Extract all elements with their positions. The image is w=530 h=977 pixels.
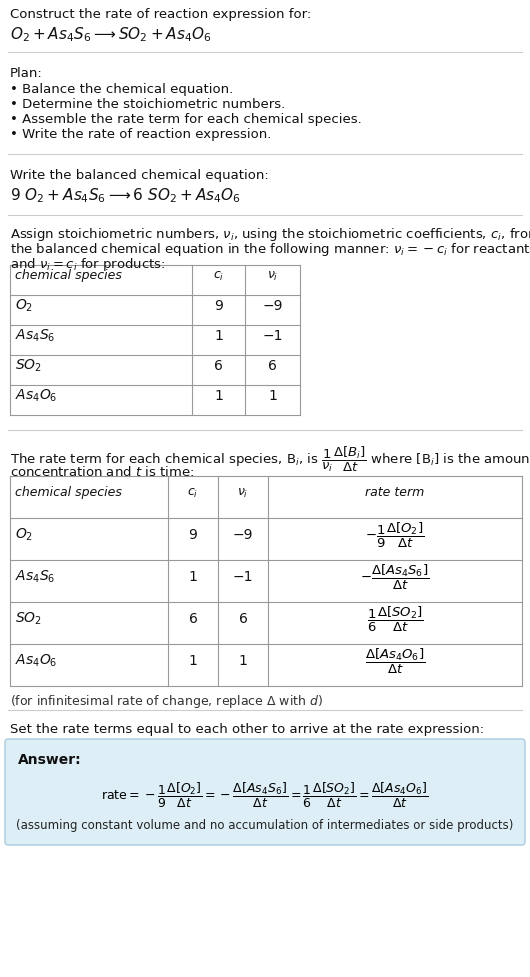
Text: $c_i$: $c_i$ (213, 270, 224, 282)
Text: • Write the rate of reaction expression.: • Write the rate of reaction expression. (10, 128, 271, 141)
Text: 1: 1 (238, 654, 248, 667)
Text: • Assemble the rate term for each chemical species.: • Assemble the rate term for each chemic… (10, 113, 362, 126)
Text: 6: 6 (189, 612, 198, 625)
Text: Construct the rate of reaction expression for:: Construct the rate of reaction expressio… (10, 8, 311, 21)
Text: 1: 1 (189, 654, 198, 667)
Text: $\mathrm{rate} = -\dfrac{1}{9}\dfrac{\Delta[O_2]}{\Delta t} = -\dfrac{\Delta[As_: $\mathrm{rate} = -\dfrac{1}{9}\dfrac{\De… (101, 780, 429, 809)
Text: 9: 9 (214, 299, 223, 313)
Text: $\dfrac{1}{6}\dfrac{\Delta[SO_2]}{\Delta t}$: $\dfrac{1}{6}\dfrac{\Delta[SO_2]}{\Delta… (367, 604, 423, 633)
Text: $O_2$: $O_2$ (15, 297, 33, 314)
Text: chemical species: chemical species (15, 270, 122, 282)
Text: $As_4O_6$: $As_4O_6$ (15, 388, 57, 404)
Text: −1: −1 (262, 328, 282, 343)
Text: The rate term for each chemical species, B$_i$, is $\dfrac{1}{\nu_i}\dfrac{\Delt: The rate term for each chemical species,… (10, 445, 530, 474)
Text: $As_4S_6$: $As_4S_6$ (15, 327, 55, 344)
Text: (for infinitesimal rate of change, replace Δ with $d$): (for infinitesimal rate of change, repla… (10, 693, 323, 709)
Text: Set the rate terms equal to each other to arrive at the rate expression:: Set the rate terms equal to each other t… (10, 722, 484, 736)
FancyBboxPatch shape (5, 740, 525, 845)
Text: −1: −1 (233, 570, 253, 583)
Text: 6: 6 (238, 612, 248, 625)
Text: $-\dfrac{1}{9}\dfrac{\Delta[O_2]}{\Delta t}$: $-\dfrac{1}{9}\dfrac{\Delta[O_2]}{\Delta… (365, 520, 425, 549)
Text: $As_4O_6$: $As_4O_6$ (15, 652, 57, 668)
Text: $\nu_i$: $\nu_i$ (237, 486, 249, 499)
Text: • Balance the chemical equation.: • Balance the chemical equation. (10, 83, 233, 96)
Text: 1: 1 (268, 389, 277, 403)
Text: (assuming constant volume and no accumulation of intermediates or side products): (assuming constant volume and no accumul… (16, 818, 514, 831)
Text: $O_2 + As_4S_6 \longrightarrow SO_2 + As_4O_6$: $O_2 + As_4S_6 \longrightarrow SO_2 + As… (10, 25, 211, 44)
Text: −9: −9 (262, 299, 282, 313)
Text: $9\ O_2 + As_4S_6 \longrightarrow 6\ SO_2 + As_4O_6$: $9\ O_2 + As_4S_6 \longrightarrow 6\ SO_… (10, 186, 241, 204)
Text: 1: 1 (214, 389, 223, 403)
Text: $-\dfrac{\Delta[As_4S_6]}{\Delta t}$: $-\dfrac{\Delta[As_4S_6]}{\Delta t}$ (360, 562, 430, 591)
Text: $\dfrac{\Delta[As_4O_6]}{\Delta t}$: $\dfrac{\Delta[As_4O_6]}{\Delta t}$ (365, 646, 425, 675)
Text: Plan:: Plan: (10, 67, 43, 80)
Text: • Determine the stoichiometric numbers.: • Determine the stoichiometric numbers. (10, 98, 285, 110)
Text: the balanced chemical equation in the following manner: $\nu_i = -c_i$ for react: the balanced chemical equation in the fo… (10, 240, 530, 258)
Text: chemical species: chemical species (15, 486, 122, 499)
Text: 6: 6 (268, 359, 277, 372)
Text: 1: 1 (214, 328, 223, 343)
Text: $O_2$: $O_2$ (15, 527, 33, 542)
Text: $\nu_i$: $\nu_i$ (267, 270, 278, 282)
Text: $SO_2$: $SO_2$ (15, 358, 42, 374)
Text: 6: 6 (214, 359, 223, 372)
Text: Write the balanced chemical equation:: Write the balanced chemical equation: (10, 169, 269, 182)
Text: concentration and $t$ is time:: concentration and $t$ is time: (10, 464, 194, 479)
Text: 9: 9 (189, 528, 198, 541)
Text: $c_i$: $c_i$ (188, 486, 199, 499)
Text: rate term: rate term (365, 486, 425, 499)
Text: Assign stoichiometric numbers, $\nu_i$, using the stoichiometric coefficients, $: Assign stoichiometric numbers, $\nu_i$, … (10, 226, 530, 242)
Text: 1: 1 (189, 570, 198, 583)
Text: and $\nu_i = c_i$ for products:: and $\nu_i = c_i$ for products: (10, 256, 165, 273)
Text: −9: −9 (233, 528, 253, 541)
Text: $SO_2$: $SO_2$ (15, 611, 42, 626)
Text: Answer:: Answer: (18, 752, 82, 766)
Text: $As_4S_6$: $As_4S_6$ (15, 569, 55, 584)
